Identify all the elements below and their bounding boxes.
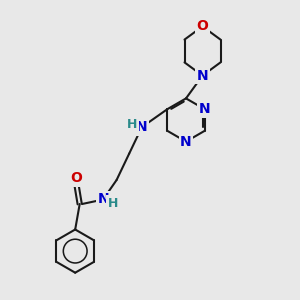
Text: N: N xyxy=(197,69,208,82)
Text: H: H xyxy=(107,196,118,210)
Text: N: N xyxy=(136,120,148,134)
Text: O: O xyxy=(70,171,82,185)
Text: H: H xyxy=(127,118,137,131)
Text: N: N xyxy=(199,102,211,116)
Text: N: N xyxy=(97,193,109,206)
Text: O: O xyxy=(196,20,208,33)
Text: N: N xyxy=(180,135,192,148)
